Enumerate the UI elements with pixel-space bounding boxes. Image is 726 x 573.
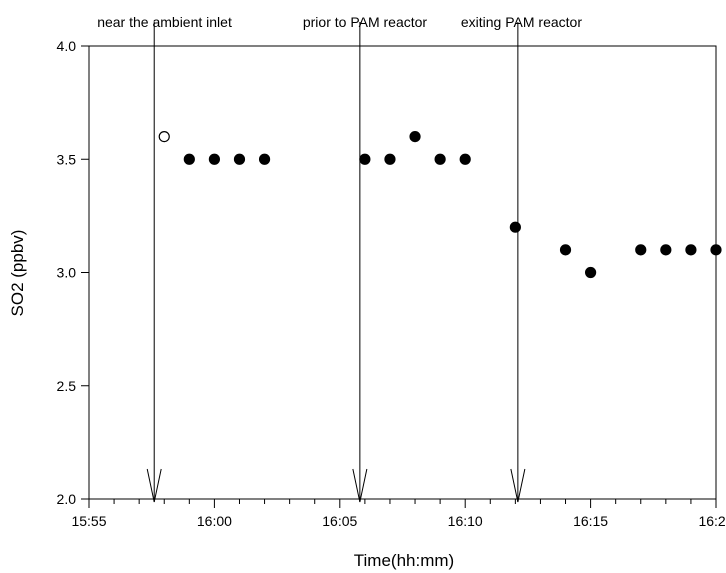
data-point bbox=[559, 244, 572, 256]
annotation-arrowhead bbox=[146, 468, 162, 503]
x-axis-ticks: 15:55 16:00 16:05 16:10 16:15 16:20 bbox=[71, 499, 726, 529]
y-tick-label: 2.5 bbox=[57, 378, 77, 394]
x-tick-label: 16:00 bbox=[197, 513, 232, 529]
open-data-point bbox=[158, 131, 170, 143]
x-tick-label: 16:20 bbox=[698, 513, 726, 529]
plot-border bbox=[88, 45, 717, 500]
annotation-label: exiting PAM reactor bbox=[461, 14, 582, 30]
data-point bbox=[459, 153, 471, 165]
y-axis-label: SO2 (ppbv) bbox=[8, 230, 27, 317]
annotation-arrows: near the ambient inlet prior to PAM react… bbox=[97, 14, 582, 503]
data-point bbox=[710, 244, 722, 256]
x-tick-label: 16:15 bbox=[573, 513, 608, 529]
data-point bbox=[258, 153, 271, 165]
data-point bbox=[359, 153, 371, 165]
data-point bbox=[434, 153, 446, 165]
y-tick-label: 3.0 bbox=[57, 265, 77, 281]
data-point bbox=[384, 153, 396, 165]
x-tick-label: 15:55 bbox=[71, 513, 106, 529]
data-points bbox=[158, 131, 722, 279]
data-point bbox=[183, 153, 195, 165]
data-point bbox=[509, 221, 521, 233]
y-axis-ticks: 2.0 2.5 3.0 3.5 4.0 bbox=[57, 38, 89, 507]
data-point bbox=[208, 153, 220, 165]
plot-frame bbox=[88, 45, 717, 500]
data-point bbox=[660, 244, 672, 256]
annotation-label: near the ambient inlet bbox=[97, 14, 232, 30]
data-point bbox=[635, 244, 647, 256]
x-axis-label: Time(hh:mm) bbox=[354, 551, 454, 570]
annotation-arrowhead bbox=[352, 468, 368, 503]
data-point bbox=[685, 244, 697, 256]
data-point bbox=[233, 153, 246, 165]
data-point bbox=[584, 266, 597, 279]
x-tick-label: 16:05 bbox=[322, 513, 357, 529]
annotation-label: prior to PAM reactor bbox=[303, 14, 428, 30]
y-tick-label: 4.0 bbox=[57, 38, 77, 54]
annotation-arrowhead bbox=[510, 468, 526, 503]
y-tick-label: 2.0 bbox=[57, 491, 77, 507]
y-tick-label: 3.5 bbox=[57, 151, 77, 167]
x-tick-label: 16:10 bbox=[448, 513, 483, 529]
data-point bbox=[409, 131, 421, 143]
